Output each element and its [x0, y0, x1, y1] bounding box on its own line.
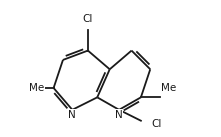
Text: Cl: Cl: [83, 14, 93, 24]
Text: N: N: [69, 110, 76, 120]
Text: Me: Me: [161, 83, 177, 93]
Text: N: N: [115, 110, 123, 120]
Text: Cl: Cl: [152, 119, 162, 129]
Text: Me: Me: [29, 83, 44, 93]
